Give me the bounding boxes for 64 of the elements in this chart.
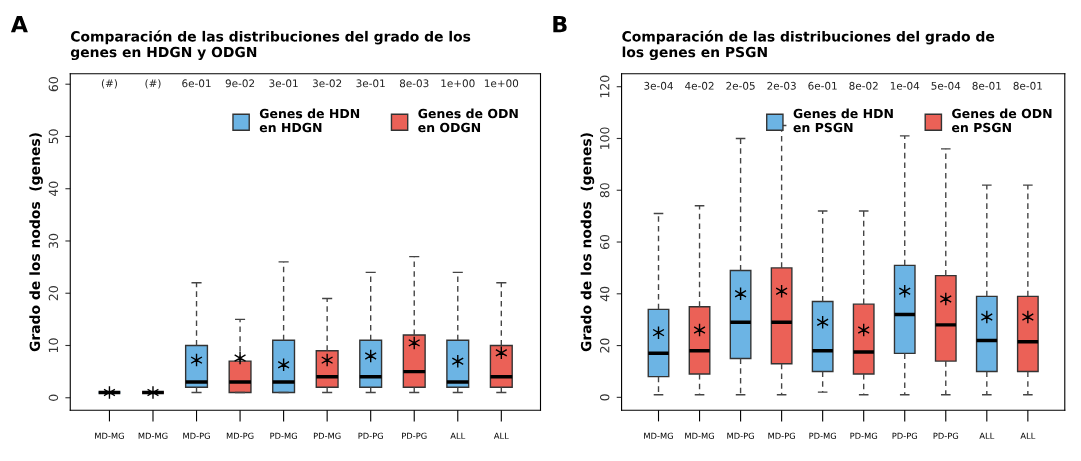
annotation: 3e-01 — [356, 79, 385, 88]
annotation: 8e-03 — [399, 79, 429, 88]
x-tick-label: ALL — [979, 432, 995, 439]
legend-label: Genes de HDN en HDGN — [259, 108, 360, 133]
x-tick-label: PD-MG — [270, 432, 297, 439]
annotation: 6e-01 — [182, 79, 211, 88]
x-tick-label: PD-MG — [313, 432, 341, 439]
y-tick-label: 30 — [48, 233, 59, 248]
annotation: (#) — [101, 79, 117, 89]
y-tick-label: 60 — [599, 234, 610, 250]
x-tick-label: ALL — [1020, 432, 1036, 439]
y-tick-label: 10 — [48, 338, 59, 353]
y-tick-label: 40 — [48, 181, 59, 197]
x-tick-label: MD-MG — [138, 432, 168, 439]
y-tick-label: 120 — [599, 75, 610, 98]
y-tick-label: 80 — [599, 183, 610, 198]
x-tick-label: MD-PG — [768, 432, 795, 439]
annotation: (#) — [145, 79, 161, 89]
x-tick-label: MD-PG — [727, 432, 754, 439]
x-tick-label: PD-MG — [850, 432, 878, 439]
y-axis-title: Grado de los nodos (genes) — [29, 133, 43, 352]
annotation: 3e-02 — [312, 79, 342, 88]
text: A — [10, 16, 28, 33]
y-tick-label: 40 — [599, 286, 610, 302]
legend-label: Genes de ODN en PSGN — [951, 108, 1052, 133]
chart-title: Comparación de las distribuciones del grado de los genes en HDGN y ODGN — [70, 30, 471, 61]
y-tick-label: 60 — [48, 77, 59, 92]
x-tick-label: MD-MG — [644, 432, 673, 439]
y-tick-label: 100 — [599, 127, 610, 150]
annotation: 1e-04 — [890, 81, 920, 90]
annotation: 9e-02 — [225, 79, 255, 88]
x-tick-label: MD-MG — [95, 432, 124, 439]
x-tick-label: ALL — [493, 432, 509, 439]
annotation: 1e+00 — [484, 79, 519, 88]
annotation: 3e-01 — [269, 79, 298, 88]
y-tick-label: 20 — [599, 338, 610, 353]
legend-label: Genes de ODN en ODGN — [418, 108, 518, 133]
text: B — [553, 16, 567, 33]
x-tick-label: MD-PG — [183, 432, 210, 439]
annotation: 8e-02 — [849, 81, 878, 90]
annotation: 3e-04 — [644, 81, 673, 90]
x-tick-label: MD-PG — [226, 432, 254, 439]
annotation: 8e-01 — [1013, 81, 1042, 90]
x-tick-label: PD-PG — [892, 432, 918, 439]
annotation: 5e-04 — [931, 81, 961, 90]
y-tick-label: 50 — [48, 129, 59, 144]
x-tick-label: ALL — [450, 432, 466, 439]
annotation: 6e-01 — [808, 81, 837, 90]
y-axis-title: Grado de los nodos (genes) — [580, 133, 595, 352]
chart-title: Comparación de las distribuciones del grado de los genes en PSGN — [622, 30, 995, 61]
y-tick-label: 20 — [48, 286, 59, 301]
annotation: 2e-05 — [726, 81, 755, 90]
x-tick-label: PD-PG — [933, 432, 959, 439]
y-tick-label: 0 — [48, 394, 59, 401]
x-tick-label: PD-PG — [358, 432, 383, 439]
x-tick-label: MD-MG — [685, 432, 714, 439]
annotation: 2e-03 — [767, 81, 796, 90]
x-tick-label: PD-PG — [402, 432, 427, 439]
legend-label: Genes de HDN en PSGN — [793, 108, 893, 133]
annotation: 8e-01 — [972, 81, 1001, 90]
y-tick-label: 0 — [599, 394, 610, 401]
annotation: 4e-02 — [685, 81, 714, 90]
annotation: 1e+00 — [441, 79, 475, 88]
x-tick-label: PD-MG — [809, 432, 837, 439]
